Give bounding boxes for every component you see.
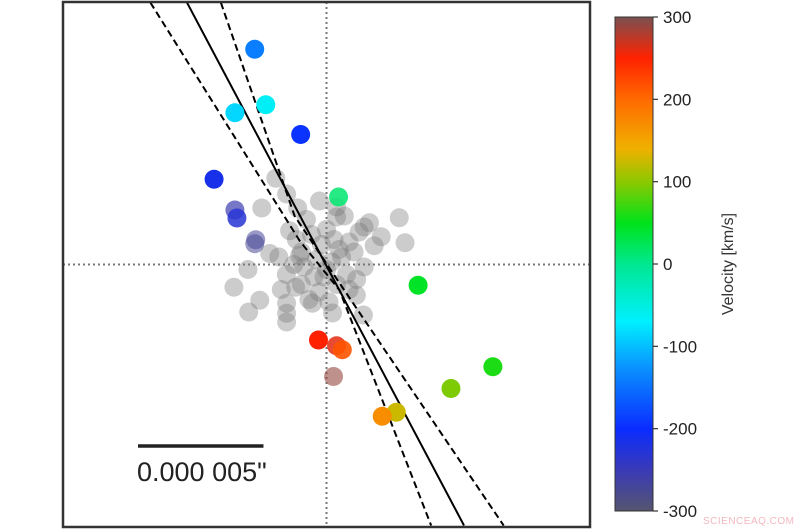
no-velocity-point bbox=[296, 210, 316, 229]
velocity-point bbox=[291, 125, 311, 144]
no-velocity-point bbox=[389, 208, 409, 228]
colorbar-tick-label: -200 bbox=[663, 420, 697, 439]
velocity-points bbox=[204, 39, 503, 426]
no-velocity-point bbox=[269, 247, 289, 267]
velocity-point bbox=[408, 275, 428, 295]
no-velocity-point bbox=[286, 277, 306, 297]
no-velocity-point bbox=[346, 285, 366, 305]
no-velocity-point bbox=[302, 293, 322, 313]
colorbar-tick-label: 0 bbox=[663, 255, 672, 274]
velocity-point bbox=[324, 367, 344, 386]
no-velocity-point bbox=[277, 312, 297, 332]
colorbar-label: Velocity [km/s] bbox=[720, 213, 737, 315]
colorbar-gradient bbox=[614, 16, 654, 512]
velocity-point bbox=[372, 406, 392, 426]
no-velocity-point bbox=[309, 282, 329, 302]
no-velocity-point bbox=[332, 247, 352, 267]
no-velocity-point bbox=[347, 270, 367, 289]
no-velocity-point bbox=[271, 280, 291, 299]
no-velocity-point bbox=[224, 277, 244, 297]
no-velocity-point bbox=[344, 242, 364, 262]
no-velocity-point bbox=[354, 257, 374, 277]
velocity-point bbox=[245, 234, 265, 254]
velocity-point bbox=[227, 208, 247, 228]
colorbar: 300 200 100 0 -100 -200 -300 Velocity [km/s] bbox=[614, 8, 737, 521]
watermark: SCIENCEAQ.COM bbox=[703, 516, 795, 527]
no-velocity-point bbox=[329, 240, 349, 259]
no-velocity-point bbox=[364, 236, 384, 256]
no-velocity-point bbox=[239, 302, 259, 322]
velocity-point bbox=[225, 103, 245, 123]
colorbar-tick-label: -100 bbox=[663, 337, 697, 356]
no-velocity-point bbox=[371, 227, 391, 247]
plot-frame bbox=[61, 0, 592, 529]
no-velocity-point bbox=[327, 207, 347, 227]
no-velocity-point bbox=[323, 303, 343, 323]
no-velocity-point bbox=[277, 293, 297, 313]
no-velocity-point bbox=[252, 198, 272, 218]
velocity-point bbox=[308, 330, 328, 350]
velocity-point bbox=[329, 187, 349, 207]
no-velocity-point bbox=[353, 305, 373, 325]
velocity-point bbox=[483, 357, 503, 377]
no-velocity-point bbox=[349, 222, 369, 242]
no-velocity-point bbox=[354, 217, 374, 237]
no-velocity-point bbox=[291, 275, 311, 294]
plot-area: 0.000 005" bbox=[61, 0, 592, 529]
no-velocity-point bbox=[319, 292, 339, 312]
no-velocity-point bbox=[276, 265, 296, 284]
no-velocity-point bbox=[286, 230, 306, 249]
velocity-point bbox=[441, 379, 461, 398]
velocity-point bbox=[204, 169, 224, 189]
velocity-point bbox=[245, 39, 265, 59]
no-velocity-points bbox=[224, 168, 415, 332]
no-velocity-point bbox=[260, 244, 280, 263]
no-velocity-point bbox=[304, 267, 324, 287]
no-velocity-point bbox=[238, 260, 258, 279]
colorbar-tick-label: 200 bbox=[663, 90, 691, 109]
no-velocity-point bbox=[290, 246, 310, 265]
colorbar-tick-label: -300 bbox=[663, 502, 697, 521]
no-velocity-point bbox=[317, 220, 336, 239]
no-velocity-point bbox=[395, 233, 415, 253]
solid-fit-line bbox=[186, 3, 465, 526]
no-velocity-point bbox=[277, 303, 297, 323]
no-velocity-point bbox=[339, 280, 359, 299]
no-velocity-point bbox=[294, 257, 314, 277]
no-velocity-point bbox=[250, 290, 270, 310]
no-velocity-point bbox=[284, 255, 304, 274]
no-velocity-point bbox=[280, 221, 300, 241]
colorbar-tick-label: 100 bbox=[663, 173, 691, 192]
dashed-fit-line bbox=[149, 3, 433, 526]
no-velocity-point bbox=[339, 232, 359, 252]
colorbar-tick-label: 300 bbox=[663, 8, 691, 27]
no-velocity-point bbox=[337, 265, 357, 284]
no-velocity-point bbox=[324, 230, 344, 249]
no-velocity-point bbox=[334, 206, 354, 226]
no-velocity-point bbox=[299, 290, 319, 309]
velocity-point bbox=[332, 340, 352, 360]
no-velocity-point bbox=[309, 191, 329, 211]
velocity-point bbox=[256, 95, 276, 115]
no-velocity-point bbox=[359, 213, 379, 233]
scale-bar-label: 0.000 005" bbox=[137, 457, 267, 487]
